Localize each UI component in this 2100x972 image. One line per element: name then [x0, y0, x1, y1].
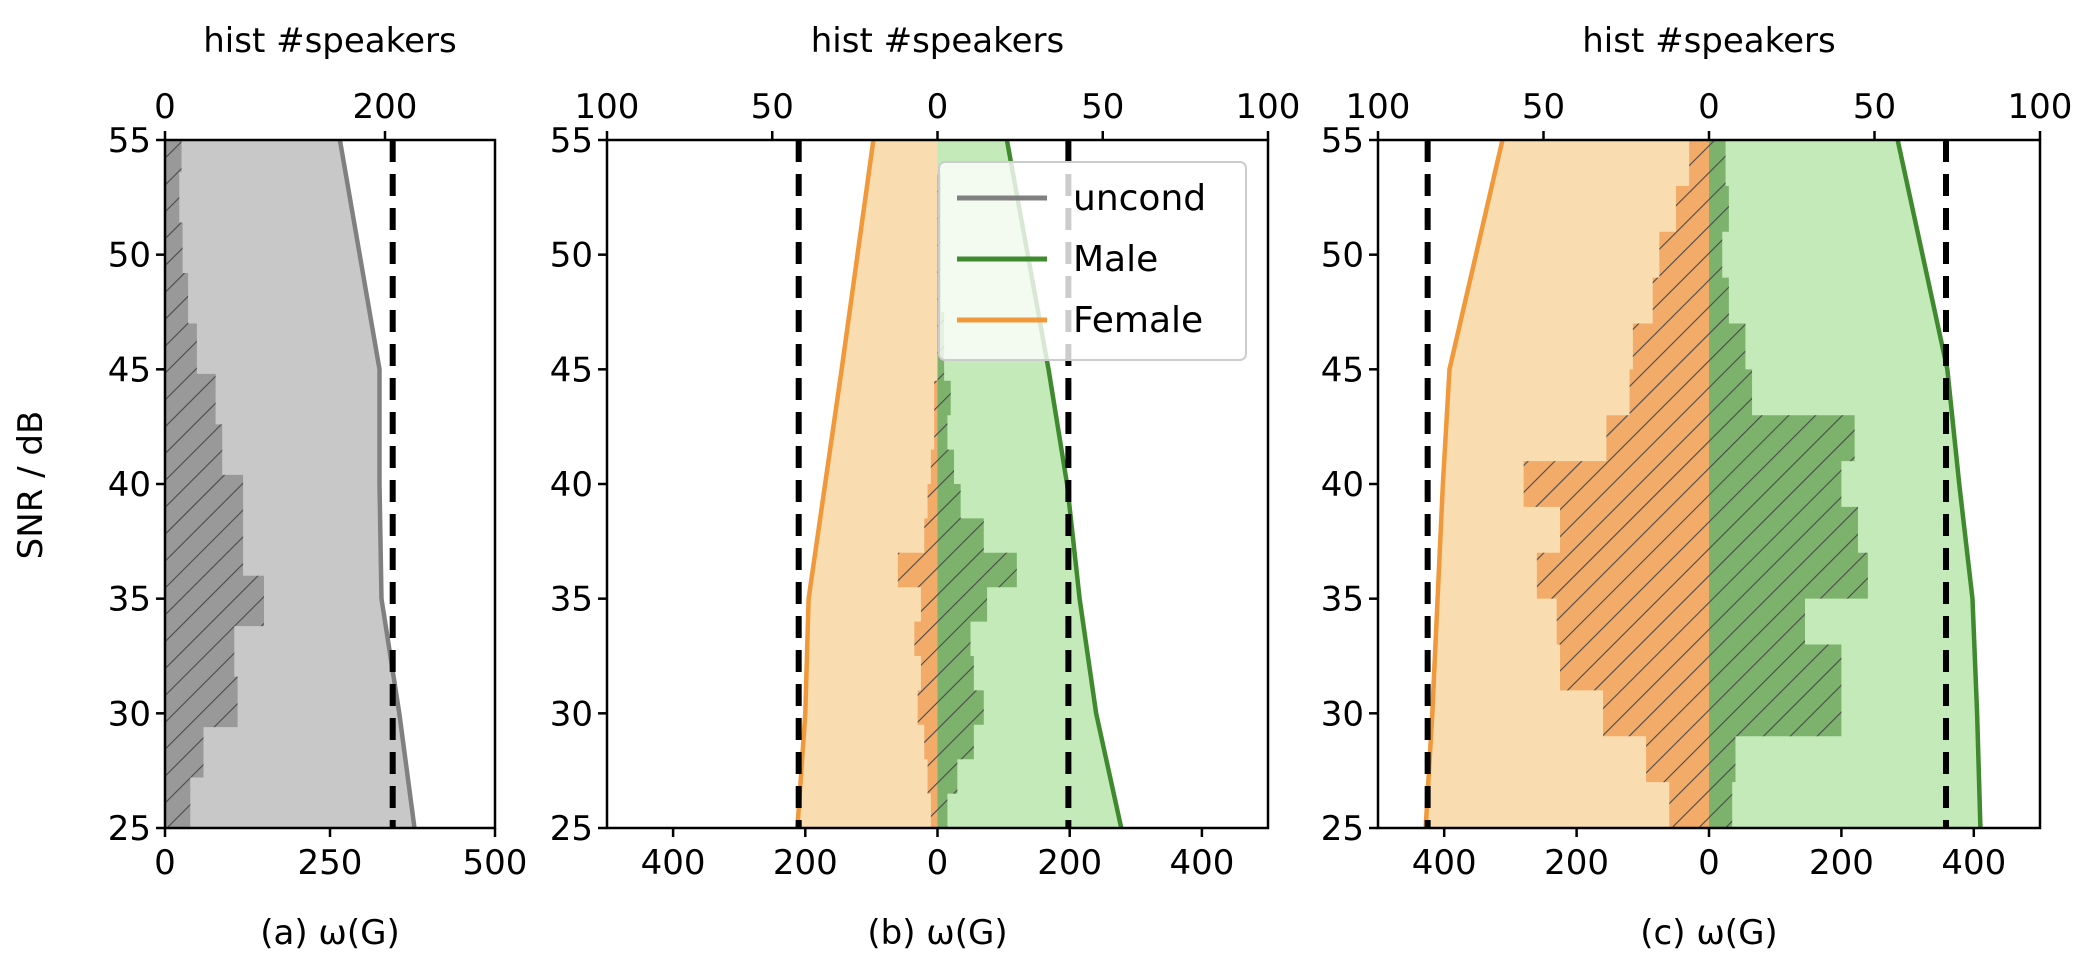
y-tick-label: 25 [1321, 809, 1364, 849]
male-line [1895, 140, 1983, 828]
top-x-tick-label: 0 [154, 87, 176, 127]
y-tick-label: 45 [550, 350, 593, 390]
y-tick-label: 40 [108, 465, 151, 505]
y-tick-label: 25 [550, 809, 593, 849]
y-tick-label: 50 [550, 236, 593, 276]
y-tick-label: 35 [108, 580, 151, 620]
y-axis-label: SNR / dB [11, 411, 51, 560]
top-x-tick-label: 50 [1081, 87, 1124, 127]
x-tick-label: 0 [154, 843, 176, 883]
female-histogram-hatch [897, 140, 938, 828]
x-tick-label: 200 [1544, 843, 1609, 883]
y-tick-label: 25 [108, 809, 151, 849]
legend: uncond Male Female [938, 161, 1247, 361]
y-tick-label: 50 [1321, 236, 1364, 276]
top-axis-label: hist #speakers [203, 21, 456, 61]
male-histogram-hatch [1709, 140, 1868, 828]
panel-b: 25 30 35 40 45 50 55 400 200 0 200 400 100 50 0 50 100 hi… [550, 21, 1301, 953]
y-tick-label: 50 [108, 236, 151, 276]
x-tick-label: 250 [298, 843, 363, 883]
legend-label-male: Male [1073, 239, 1158, 280]
x-tick-label: 200 [1809, 843, 1874, 883]
y-tick-label: 35 [550, 580, 593, 620]
y-tick-label: 40 [1321, 465, 1364, 505]
x-tick-label: 400 [1941, 843, 2006, 883]
x-tick-label: 400 [1412, 843, 1477, 883]
top-x-tick-label: 100 [1236, 87, 1301, 127]
y-tick-label: 30 [108, 694, 151, 734]
legend-label-uncond: uncond [1073, 178, 1206, 219]
top-x-tick-label: 50 [751, 87, 794, 127]
plot-area [165, 140, 417, 828]
top-axis-label: hist #speakers [811, 21, 1064, 61]
x-tick-label: 0 [927, 843, 949, 883]
uncond-line [337, 140, 417, 828]
top-x-tick-label: 100 [1346, 87, 1411, 127]
top-x-tick-label: 100 [575, 87, 640, 127]
x-tick-label: 0 [1698, 843, 1720, 883]
female-line [1423, 140, 1505, 828]
female-fill-area [797, 140, 938, 828]
y-tick-label: 40 [550, 465, 593, 505]
x-tick-label: 500 [463, 843, 528, 883]
y-tick-label: 45 [1321, 350, 1364, 390]
y-tick-label: 55 [1321, 121, 1364, 161]
y-tick-label: 45 [108, 350, 151, 390]
top-axis-label: hist #speakers [1582, 21, 1835, 61]
x-axis-label: (a) ω(G) [260, 913, 400, 953]
x-tick-label: 400 [641, 843, 706, 883]
top-x-tick-label: 50 [1522, 87, 1565, 127]
top-x-tick-label: 200 [353, 87, 418, 127]
top-x-tick-label: 0 [927, 87, 949, 127]
x-tick-label: 200 [773, 843, 838, 883]
y-tick-label: 55 [108, 121, 151, 161]
y-tick-label: 35 [1321, 580, 1364, 620]
x-tick-label: 200 [1037, 843, 1102, 883]
y-tick-label: 30 [550, 694, 593, 734]
plot-area [1423, 140, 1983, 828]
uncond-histogram-hatch [165, 140, 264, 828]
top-x-tick-label: 50 [1853, 87, 1896, 127]
female-histogram-hatch [1523, 140, 1709, 828]
y-tick-label: 30 [1321, 694, 1364, 734]
panel-c: 25 30 35 40 45 50 55 400 200 0 200 400 100 50 0 50 100 hi… [1321, 21, 2073, 953]
legend-label-female: Female [1073, 300, 1203, 341]
y-tick-label: 55 [550, 121, 593, 161]
top-x-tick-label: 0 [1698, 87, 1720, 127]
x-axis-label: (c) ω(G) [1640, 913, 1777, 953]
female-line [795, 140, 876, 828]
top-x-tick-label: 100 [2008, 87, 2073, 127]
x-axis-label: (b) ω(G) [867, 913, 1007, 953]
male-histogram-hatch [937, 140, 1017, 828]
x-tick-label: 400 [1169, 843, 1234, 883]
